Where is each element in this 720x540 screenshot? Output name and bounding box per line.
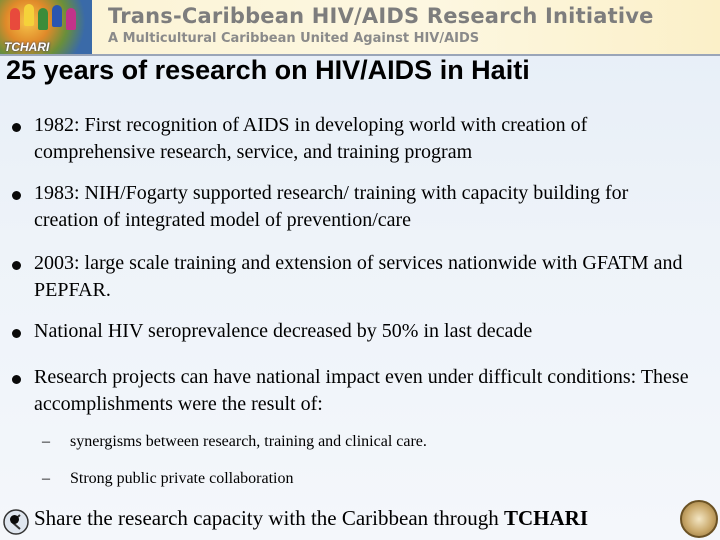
university-seal-icon xyxy=(680,500,718,538)
logo-figure-icon xyxy=(52,5,62,27)
sub-bullet-text: synergisms between research, training an… xyxy=(70,433,427,450)
bullet-icon xyxy=(12,329,21,338)
last-bullet-text: Share the research capacity with the Car… xyxy=(34,506,504,530)
banner-subtitle: A Multicultural Caribbean United Against… xyxy=(108,31,480,46)
bullet-text: 2003: large scale training and extension… xyxy=(34,252,683,301)
logo-figure-icon xyxy=(24,4,34,26)
bullet-icon xyxy=(12,375,21,384)
bullet-icon xyxy=(10,515,19,524)
logo-figure-icon xyxy=(38,8,48,30)
slide-title: 25 years of research on HIV/AIDS in Hait… xyxy=(6,55,530,85)
logo-figure-icon xyxy=(66,8,76,30)
bullet-text: National HIV seroprevalence decreased by… xyxy=(34,320,533,342)
dash-marker: – xyxy=(42,470,50,487)
logo-figure-icon xyxy=(10,8,20,30)
header-banner: TCHARI Trans-Caribbean HIV/AIDS Research… xyxy=(0,0,720,54)
list-item: Share the research capacity with the Car… xyxy=(0,504,720,534)
bullet-icon xyxy=(12,191,21,200)
logo-text: TCHARI xyxy=(4,40,50,54)
sub-bullet-text: Strong public private collaboration xyxy=(70,470,294,487)
bullet-text: Share the research capacity with the Car… xyxy=(34,504,588,532)
header-divider xyxy=(0,54,720,56)
bullet-text: 1982: First recognition of AIDS in devel… xyxy=(34,114,588,163)
tchari-logo: TCHARI xyxy=(0,0,92,54)
bullet-icon xyxy=(12,261,21,270)
bullet-text: Research projects can have national impa… xyxy=(34,366,689,415)
emphasis-text: TCHARI xyxy=(503,506,588,530)
banner-title: Trans-Caribbean HIV/AIDS Research Initia… xyxy=(108,4,654,28)
bullet-icon xyxy=(12,123,21,132)
dash-marker: – xyxy=(42,433,50,450)
bullet-text: 1983: NIH/Fogarty supported research/ tr… xyxy=(34,182,629,231)
